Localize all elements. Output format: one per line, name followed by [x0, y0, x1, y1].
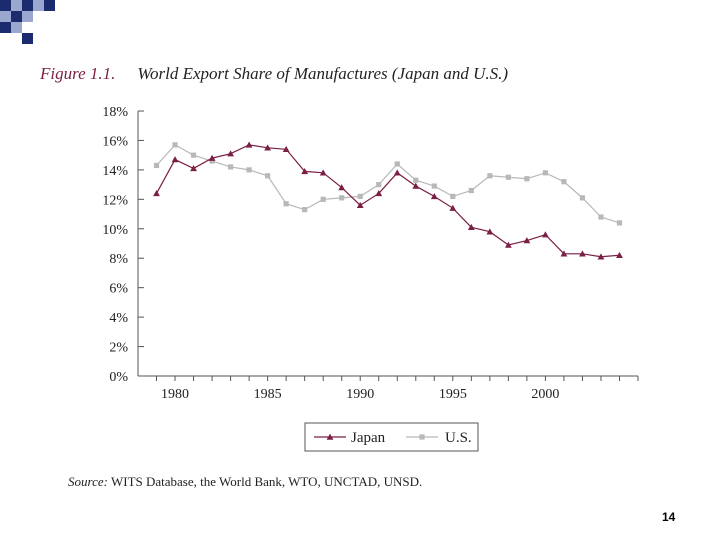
page-number: 14: [662, 510, 676, 524]
y-tick-label: 8%: [109, 252, 128, 267]
data-point-us: [265, 173, 271, 179]
data-point-japan: [208, 154, 216, 161]
legend-label-japan: Japan: [351, 430, 386, 446]
data-point-japan: [282, 145, 290, 152]
series-line-japan: [155, 144, 620, 258]
data-point-us: [468, 187, 474, 194]
y-tick-label: 18%: [102, 105, 128, 120]
y-tick-label: 6%: [109, 282, 128, 297]
chart-series: [153, 141, 623, 260]
corner-square: [0, 0, 11, 11]
corner-square: [11, 22, 22, 33]
data-point-us: [376, 182, 382, 188]
data-point-us: [561, 179, 567, 185]
x-tick-label: 1985: [254, 387, 282, 402]
corner-square: [0, 22, 11, 33]
data-point-us: [190, 152, 197, 158]
data-point-us: [227, 164, 234, 170]
data-point-us: [487, 173, 493, 179]
x-tick-label: 1980: [161, 387, 189, 402]
data-point-japan: [245, 141, 253, 148]
y-tick-label: 16%: [102, 134, 128, 149]
data-point-japan: [579, 250, 586, 257]
figure-label: Figure 1.1.: [40, 64, 116, 83]
data-point-japan: [504, 241, 512, 248]
data-point-us: [339, 195, 345, 201]
data-point-japan: [393, 169, 401, 176]
y-tick-label: 4%: [109, 311, 128, 326]
figure-title-text: World Export Share of Manufactures (Japa…: [137, 64, 509, 83]
legend-marker-japan: [326, 433, 334, 440]
data-point-japan: [412, 182, 420, 189]
data-point-japan: [319, 169, 327, 176]
y-tick-label: 12%: [102, 193, 128, 208]
corner-square: [22, 0, 33, 11]
corner-square: [33, 0, 44, 11]
data-point-us: [172, 142, 178, 148]
legend-marker-us: [419, 434, 425, 440]
legend-label-us: U.S.: [445, 430, 472, 446]
data-point-us: [542, 170, 549, 176]
data-point-us: [246, 167, 252, 173]
data-point-us: [450, 193, 456, 199]
data-point-japan: [616, 251, 623, 258]
chart-axes: 0% 2% 4% 6% 8% 10% 12% 14% 16% 18% 1980 1985 1990 199…: [102, 105, 639, 402]
corner-square: [44, 0, 55, 11]
data-point-us: [413, 177, 419, 183]
corner-square: [11, 11, 22, 22]
data-point-japan: [542, 231, 549, 238]
data-point-us: [524, 176, 530, 182]
corner-square: [11, 0, 22, 11]
data-point-japan: [597, 253, 605, 260]
data-point-japan: [227, 150, 234, 157]
data-point-us: [431, 183, 437, 189]
x-tick-label: 1995: [439, 387, 467, 402]
data-point-japan: [560, 250, 568, 257]
x-tick-label: 2000: [531, 387, 559, 402]
data-point-japan: [153, 190, 160, 197]
y-tick-label: 0%: [109, 370, 128, 385]
y-tick-label: 2%: [109, 341, 128, 356]
data-point-us: [394, 161, 400, 167]
figure-title: Figure 1.1. World Export Share of Manufac…: [40, 64, 508, 84]
data-point-us: [579, 195, 586, 201]
corner-square: [0, 11, 11, 22]
corner-decoration: [0, 0, 60, 44]
data-point-us: [302, 207, 308, 213]
data-point-japan: [523, 237, 531, 244]
series-line-us: [156, 144, 620, 224]
data-point-us: [209, 158, 215, 164]
data-point-us: [505, 174, 511, 180]
data-point-us: [283, 201, 289, 207]
data-point-japan: [375, 190, 383, 197]
y-tick-label: 10%: [102, 223, 128, 238]
data-point-japan: [171, 156, 179, 163]
data-point-japan: [430, 192, 438, 200]
data-point-us: [153, 162, 160, 169]
y-tick-label: 14%: [102, 164, 128, 179]
x-tick-label: 1990: [346, 387, 374, 402]
data-point-japan: [301, 167, 309, 175]
data-point-japan: [486, 228, 494, 235]
source-note: Source: WITS Database, the World Bank, W…: [68, 474, 422, 490]
data-point-us: [320, 196, 326, 202]
source-label: Source:: [68, 474, 108, 489]
chart-legend: Japan U.S.: [304, 422, 479, 452]
data-point-japan: [338, 184, 346, 191]
data-point-japan: [190, 165, 197, 172]
data-point-japan: [467, 223, 475, 231]
data-point-japan: [356, 201, 364, 208]
data-point-us: [598, 214, 604, 220]
data-point-japan: [449, 204, 457, 211]
data-point-us: [357, 193, 363, 199]
data-point-us: [616, 220, 623, 226]
corner-square: [22, 11, 33, 22]
source-text: WITS Database, the World Bank, WTO, UNCT…: [110, 474, 423, 489]
data-point-japan: [264, 144, 272, 151]
corner-square: [22, 33, 33, 44]
